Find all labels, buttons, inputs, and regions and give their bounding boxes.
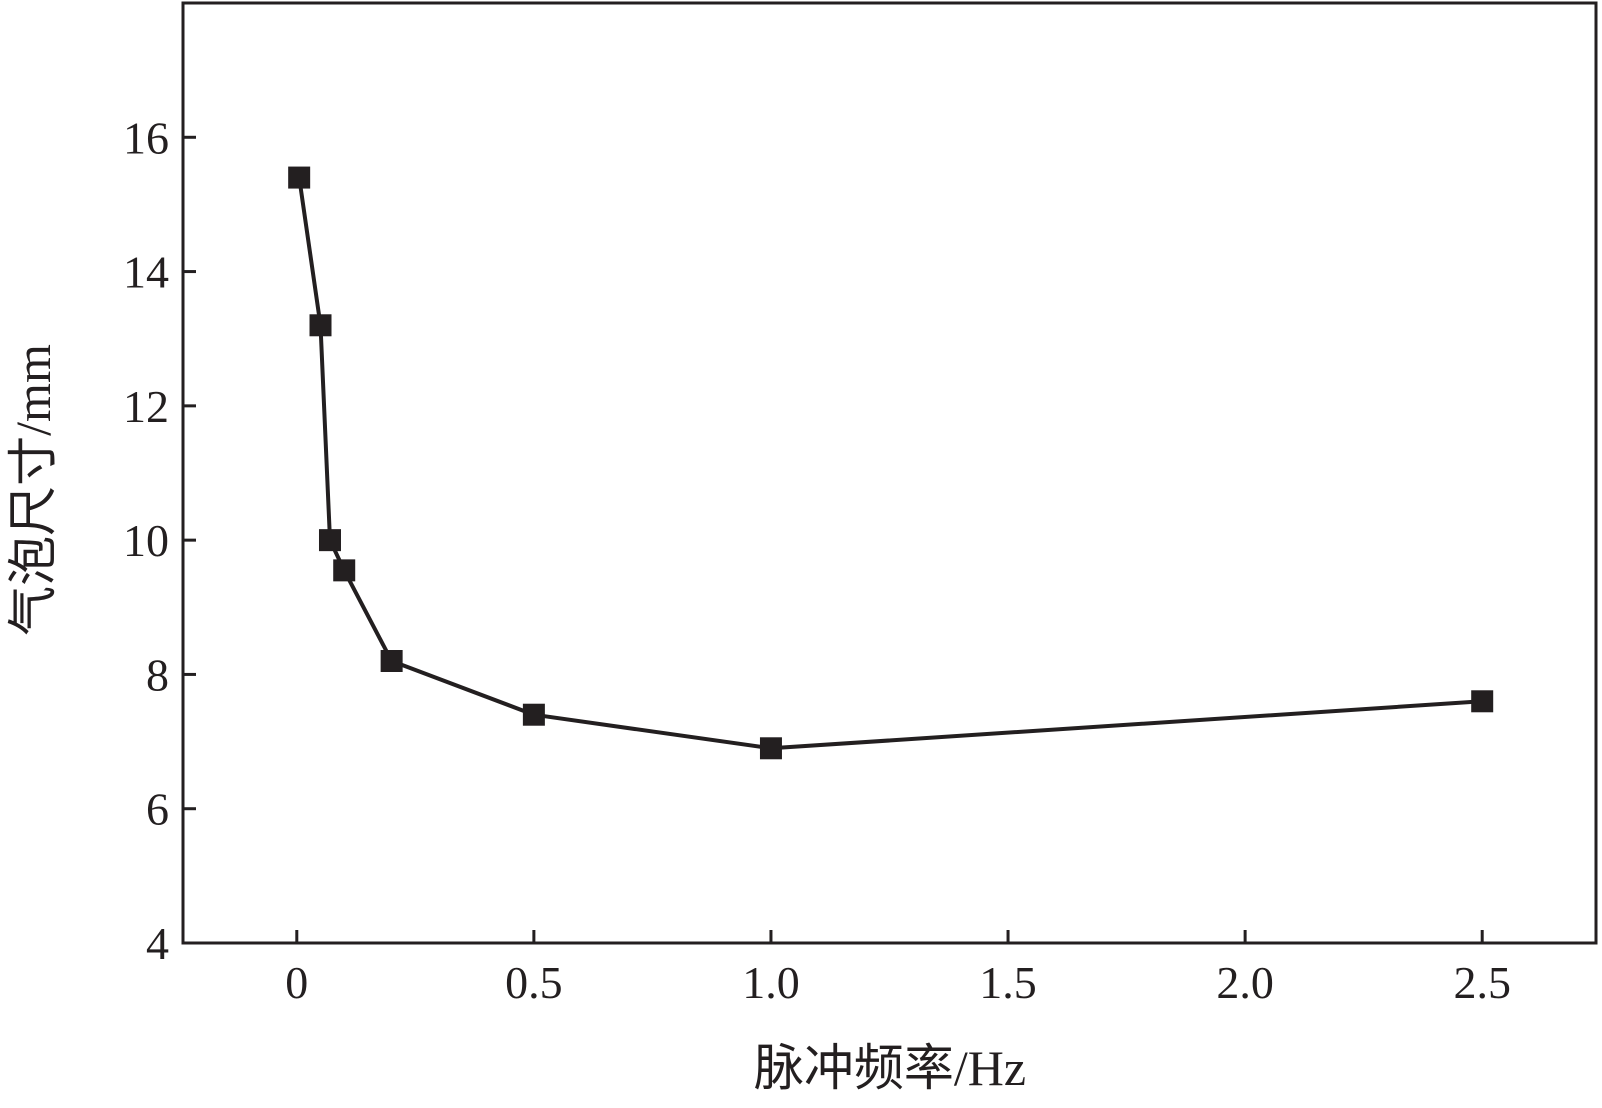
x-axis-ticks: 0 0.5 1.0 1.5 2.0 2.5	[285, 930, 1511, 1008]
series-line	[297, 177, 1483, 751]
y-tick-label: 4	[146, 918, 169, 969]
y-tick-label: 10	[123, 515, 169, 566]
x-tick-label: 1.5	[979, 957, 1037, 1008]
data-point-marker	[380, 650, 403, 672]
series-layer	[288, 166, 1494, 760]
data-point-marker	[318, 529, 341, 552]
x-tick-label: 2.5	[1453, 957, 1511, 1008]
x-tick-label: 0.5	[505, 957, 563, 1008]
x-tick-label: 0	[285, 957, 308, 1008]
x-tick-label: 1.0	[742, 957, 800, 1008]
y-tick-label: 8	[146, 649, 169, 700]
y-tick-label: 14	[123, 247, 169, 298]
y-tick-label: 12	[123, 381, 169, 432]
data-point-marker	[759, 737, 782, 760]
data-point-marker	[1471, 690, 1494, 713]
y-tick-label: 16	[123, 112, 169, 163]
data-point-marker	[522, 703, 545, 726]
x-tick-label: 2.0	[1216, 957, 1274, 1008]
data-point-marker	[333, 559, 356, 582]
y-tick-label: 6	[146, 784, 169, 835]
data-point-marker	[288, 166, 311, 189]
y-axis-title: 气泡尺寸/mm	[5, 344, 61, 636]
data-point-marker	[309, 314, 332, 337]
plot-frame	[181, 1, 1598, 945]
y-axis-ticks: 4 6 8 10 12 14 16	[123, 112, 196, 969]
x-axis-title: 脉冲频率/Hz	[754, 1040, 1026, 1096]
